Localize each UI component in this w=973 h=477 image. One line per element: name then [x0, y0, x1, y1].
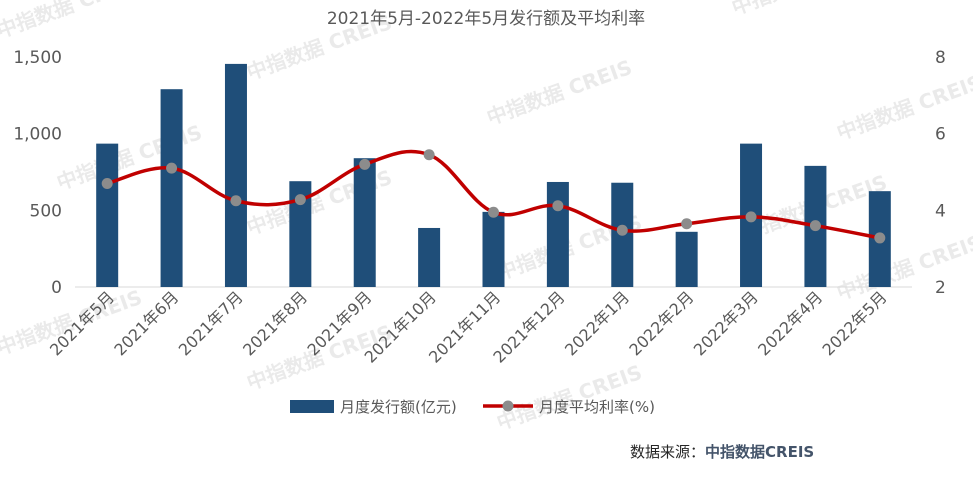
legend-line-label: 月度平均利率(%): [539, 398, 655, 416]
bar: [546, 181, 569, 287]
rate-marker: [809, 220, 821, 232]
category-tick-label: 2022年2月: [625, 287, 697, 359]
legend-line-marker: [502, 400, 514, 412]
rate-marker: [488, 206, 499, 218]
watermark-text: 中指数据 CREIS: [834, 230, 973, 305]
bar: [96, 143, 119, 287]
bar: [160, 89, 183, 287]
source-text: 数据来源：中指数据CREIS: [630, 443, 814, 461]
legend: 月度发行额(亿元) 月度平均利率(%): [290, 398, 655, 416]
right-axis-tick-label: 6: [935, 125, 946, 145]
rate-marker: [616, 224, 628, 236]
category-axis-ticks: 2021年5月2021年6月2021年7月2021年8月2021年9月2021年…: [46, 287, 891, 366]
left-axis-ticks: 0 500 1,000 1,500: [13, 48, 62, 298]
right-axis-tick-label: 2: [935, 278, 946, 298]
source-name: 中指数据CREIS: [705, 443, 814, 461]
rate-marker: [230, 195, 242, 207]
rate-marker: [359, 158, 371, 170]
rate-marker: [166, 162, 178, 174]
right-axis-ticks: 2 4 6 8: [935, 48, 946, 298]
watermark-text: 中指数据 CREIS: [484, 55, 636, 130]
category-tick-label: 2021年7月: [175, 287, 247, 359]
rate-marker: [745, 211, 757, 223]
rate-marker: [101, 178, 113, 189]
left-axis-tick-label: 1,000: [13, 125, 62, 145]
bar: [353, 158, 376, 287]
bar: [289, 181, 312, 287]
source-label: 数据来源：: [630, 443, 705, 461]
legend-bar-swatch: [290, 400, 334, 413]
rate-marker: [552, 200, 564, 212]
rate-markers: [101, 149, 886, 244]
watermark-text: 中指数据 CREIS: [729, 0, 881, 20]
rate-marker: [874, 232, 886, 244]
bar: [482, 211, 505, 287]
watermark-text: 中指数据 CREIS: [0, 0, 145, 43]
right-axis-tick-label: 4: [935, 201, 946, 221]
right-axis-tick-label: 8: [935, 48, 946, 68]
bar-series: [96, 63, 891, 288]
category-tick-label: 2021年8月: [239, 287, 311, 359]
bar: [224, 63, 247, 288]
left-axis-tick-label: 1,500: [13, 48, 62, 68]
legend-bar-label: 月度发行额(亿元): [340, 398, 457, 416]
chart-title: 2021年5月-2022年5月发行额及平均利率: [327, 9, 645, 29]
category-tick-label: 2022年1月: [561, 287, 633, 359]
left-axis-tick-label: 500: [30, 201, 62, 221]
bar: [418, 227, 441, 287]
category-tick-label: 2022年3月: [690, 287, 762, 359]
left-axis-tick-label: 0: [51, 278, 62, 298]
rate-marker: [294, 194, 306, 206]
category-tick-label: 2022年4月: [754, 287, 826, 359]
rate-marker: [681, 218, 693, 230]
watermark-text: 中指数据 CREIS: [834, 70, 973, 145]
bar: [675, 231, 698, 287]
rate-marker: [423, 149, 435, 161]
